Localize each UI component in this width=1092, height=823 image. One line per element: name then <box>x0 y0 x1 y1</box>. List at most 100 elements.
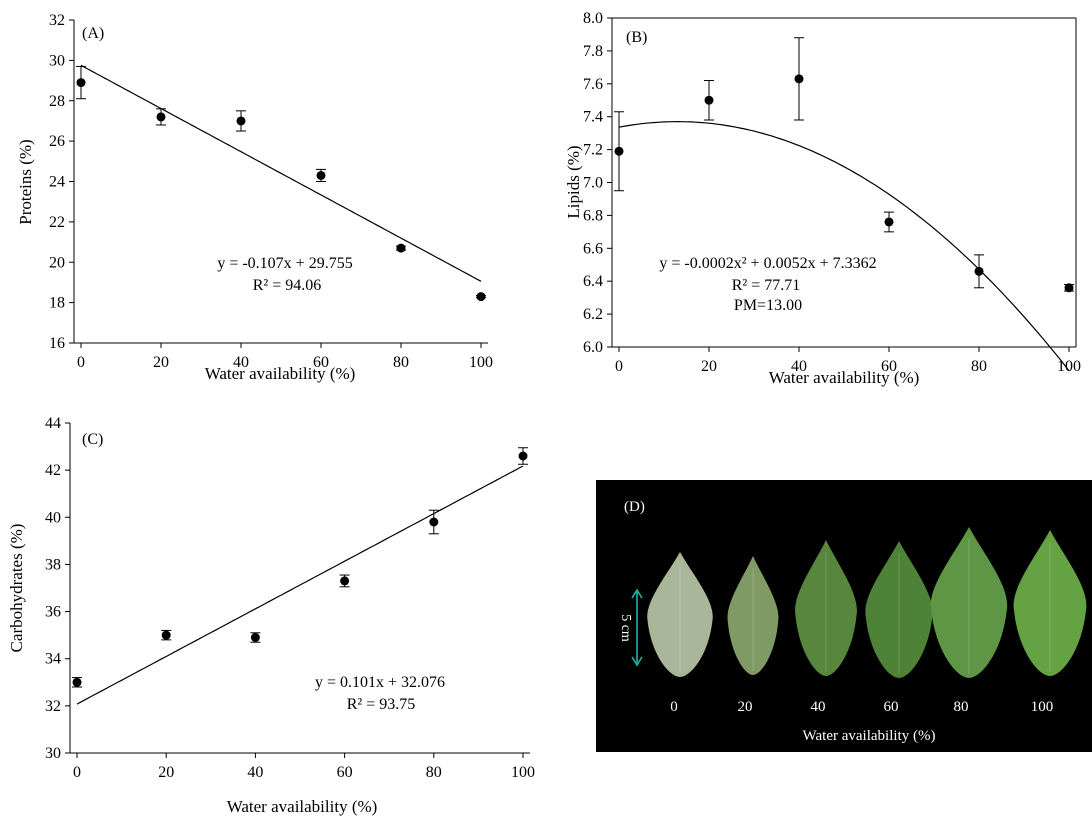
chart-lipids: (B) Water availability (%) Lipids (%) y … <box>564 10 1081 387</box>
y-tick-label: 36 <box>45 604 61 621</box>
equation-line-c-1: y = 0.101x + 32.076 <box>315 674 445 691</box>
x-tick-label: 80 <box>971 358 987 375</box>
y-tick-label: 16 <box>49 335 65 352</box>
y-tick-label: 7.4 <box>583 109 603 126</box>
x-tick-label: 20 <box>153 354 169 371</box>
x-axis-label-b: Water availability (%) <box>769 368 920 387</box>
leaf-label: 0 <box>670 699 678 715</box>
leaf-label: 20 <box>738 699 753 715</box>
data-point <box>429 517 439 527</box>
panel-label-c: (C) <box>82 431 103 448</box>
data-point <box>794 74 804 84</box>
x-tick-label: 60 <box>337 764 353 781</box>
x-tick-label: 40 <box>233 354 249 371</box>
equation-line-a-2: R² = 94.06 <box>253 277 322 294</box>
y-tick-label: 6.8 <box>583 207 603 224</box>
x-tick-label: 40 <box>247 764 263 781</box>
data-point <box>156 112 166 122</box>
leaf-image <box>930 527 1008 678</box>
x-tick-label: 0 <box>615 358 623 375</box>
data-point <box>614 146 624 156</box>
leaf-image <box>1013 530 1087 676</box>
data-point <box>236 116 246 126</box>
leaf-image <box>727 556 779 675</box>
photo-x-label: Water availability (%) <box>803 728 936 744</box>
leaf-photo-panel: (D) 0 20 40 60 80 100 5 cm Water availability… <box>596 480 1092 752</box>
data-point <box>316 170 326 180</box>
x-tick-label: 0 <box>77 354 85 371</box>
data-point <box>704 95 714 105</box>
y-tick-label: 30 <box>49 52 65 69</box>
data-point <box>76 78 86 88</box>
y-tick-label: 6.4 <box>583 273 603 290</box>
x-tick-label: 40 <box>791 358 807 375</box>
y-tick-label: 38 <box>45 556 61 573</box>
leaf-label: 100 <box>1031 699 1054 715</box>
x-tick-label: 60 <box>881 358 897 375</box>
y-tick-label: 8.0 <box>583 10 603 27</box>
x-tick-label: 20 <box>158 764 174 781</box>
y-tick-label: 6.6 <box>583 240 603 257</box>
y-tick-label: 28 <box>49 93 65 110</box>
data-point <box>884 217 894 227</box>
data-point <box>340 576 350 586</box>
y-axis-label-c: Carbohydrates (%) <box>7 524 26 653</box>
y-tick-label: 34 <box>45 651 61 668</box>
leaf-image <box>865 541 933 678</box>
leaf-label: 60 <box>884 699 899 715</box>
scale-bar: 5 cm <box>618 588 643 667</box>
x-tick-label: 0 <box>73 764 81 781</box>
panel-label-b: (B) <box>626 29 647 46</box>
chart-carbohydrates: (C) Water availability (%) Carbohydrates… <box>7 415 535 816</box>
x-tick-label: 80 <box>426 764 442 781</box>
y-axis-label-a: Proteins (%) <box>16 139 35 224</box>
equation-line-c-2: R² = 93.75 <box>347 696 416 713</box>
y-tick-label: 44 <box>45 415 61 432</box>
y-tick-label: 6.0 <box>583 339 603 356</box>
data-point <box>518 451 528 461</box>
equation-line-b-1: y = -0.0002x² + 0.0052x + 7.3362 <box>659 255 876 272</box>
y-tick-label: 7.8 <box>583 43 603 60</box>
y-tick-label: 7.2 <box>583 142 603 159</box>
equation-line-b-2: R² = 77.71 <box>732 277 801 294</box>
panel-label-d: (D) <box>624 499 645 515</box>
y-tick-label: 18 <box>49 295 65 312</box>
y-tick-label: 6.2 <box>583 306 603 323</box>
leaf-label: 80 <box>954 699 969 715</box>
y-tick-label: 20 <box>49 254 65 271</box>
scale-bar-label: 5 cm <box>618 614 633 642</box>
data-point <box>250 633 260 642</box>
y-tick-label: 32 <box>49 12 65 29</box>
data-point <box>476 292 486 302</box>
x-tick-label: 100 <box>511 764 535 781</box>
x-tick-label: 60 <box>313 354 329 371</box>
data-point <box>1064 283 1074 293</box>
leaf-image <box>647 552 713 677</box>
fit-line-b <box>618 120 1070 372</box>
leaves: 0 20 40 60 80 100 <box>647 527 1087 715</box>
y-tick-label: 26 <box>49 133 65 150</box>
leaf-label: 40 <box>811 699 826 715</box>
x-axis-label-a: Water availability (%) <box>205 364 356 383</box>
x-tick-label: 100 <box>469 354 493 371</box>
y-tick-label: 7.6 <box>583 76 603 93</box>
y-tick-label: 42 <box>45 462 61 479</box>
chart-proteins: (A) Water availability (%) Proteins (%) … <box>16 12 493 383</box>
leaf-image <box>795 540 857 676</box>
scale-bar-arrow-top <box>631 588 643 599</box>
panel-label-a: (A) <box>82 25 104 42</box>
equation-line-a-1: y = -0.107x + 29.755 <box>217 255 352 272</box>
x-tick-label: 80 <box>393 354 409 371</box>
x-axis-label-c: Water availability (%) <box>227 797 378 816</box>
y-tick-label: 7.0 <box>583 175 603 192</box>
scale-bar-arrow-bottom <box>631 656 643 667</box>
y-tick-label: 22 <box>49 214 65 231</box>
data-point <box>974 266 984 276</box>
y-tick-label: 40 <box>45 509 61 526</box>
x-tick-label: 20 <box>701 358 717 375</box>
fit-line-c <box>76 465 524 705</box>
data-point <box>161 630 171 640</box>
equation-line-b-3: PM=13.00 <box>734 297 802 314</box>
y-tick-label: 30 <box>45 745 61 762</box>
